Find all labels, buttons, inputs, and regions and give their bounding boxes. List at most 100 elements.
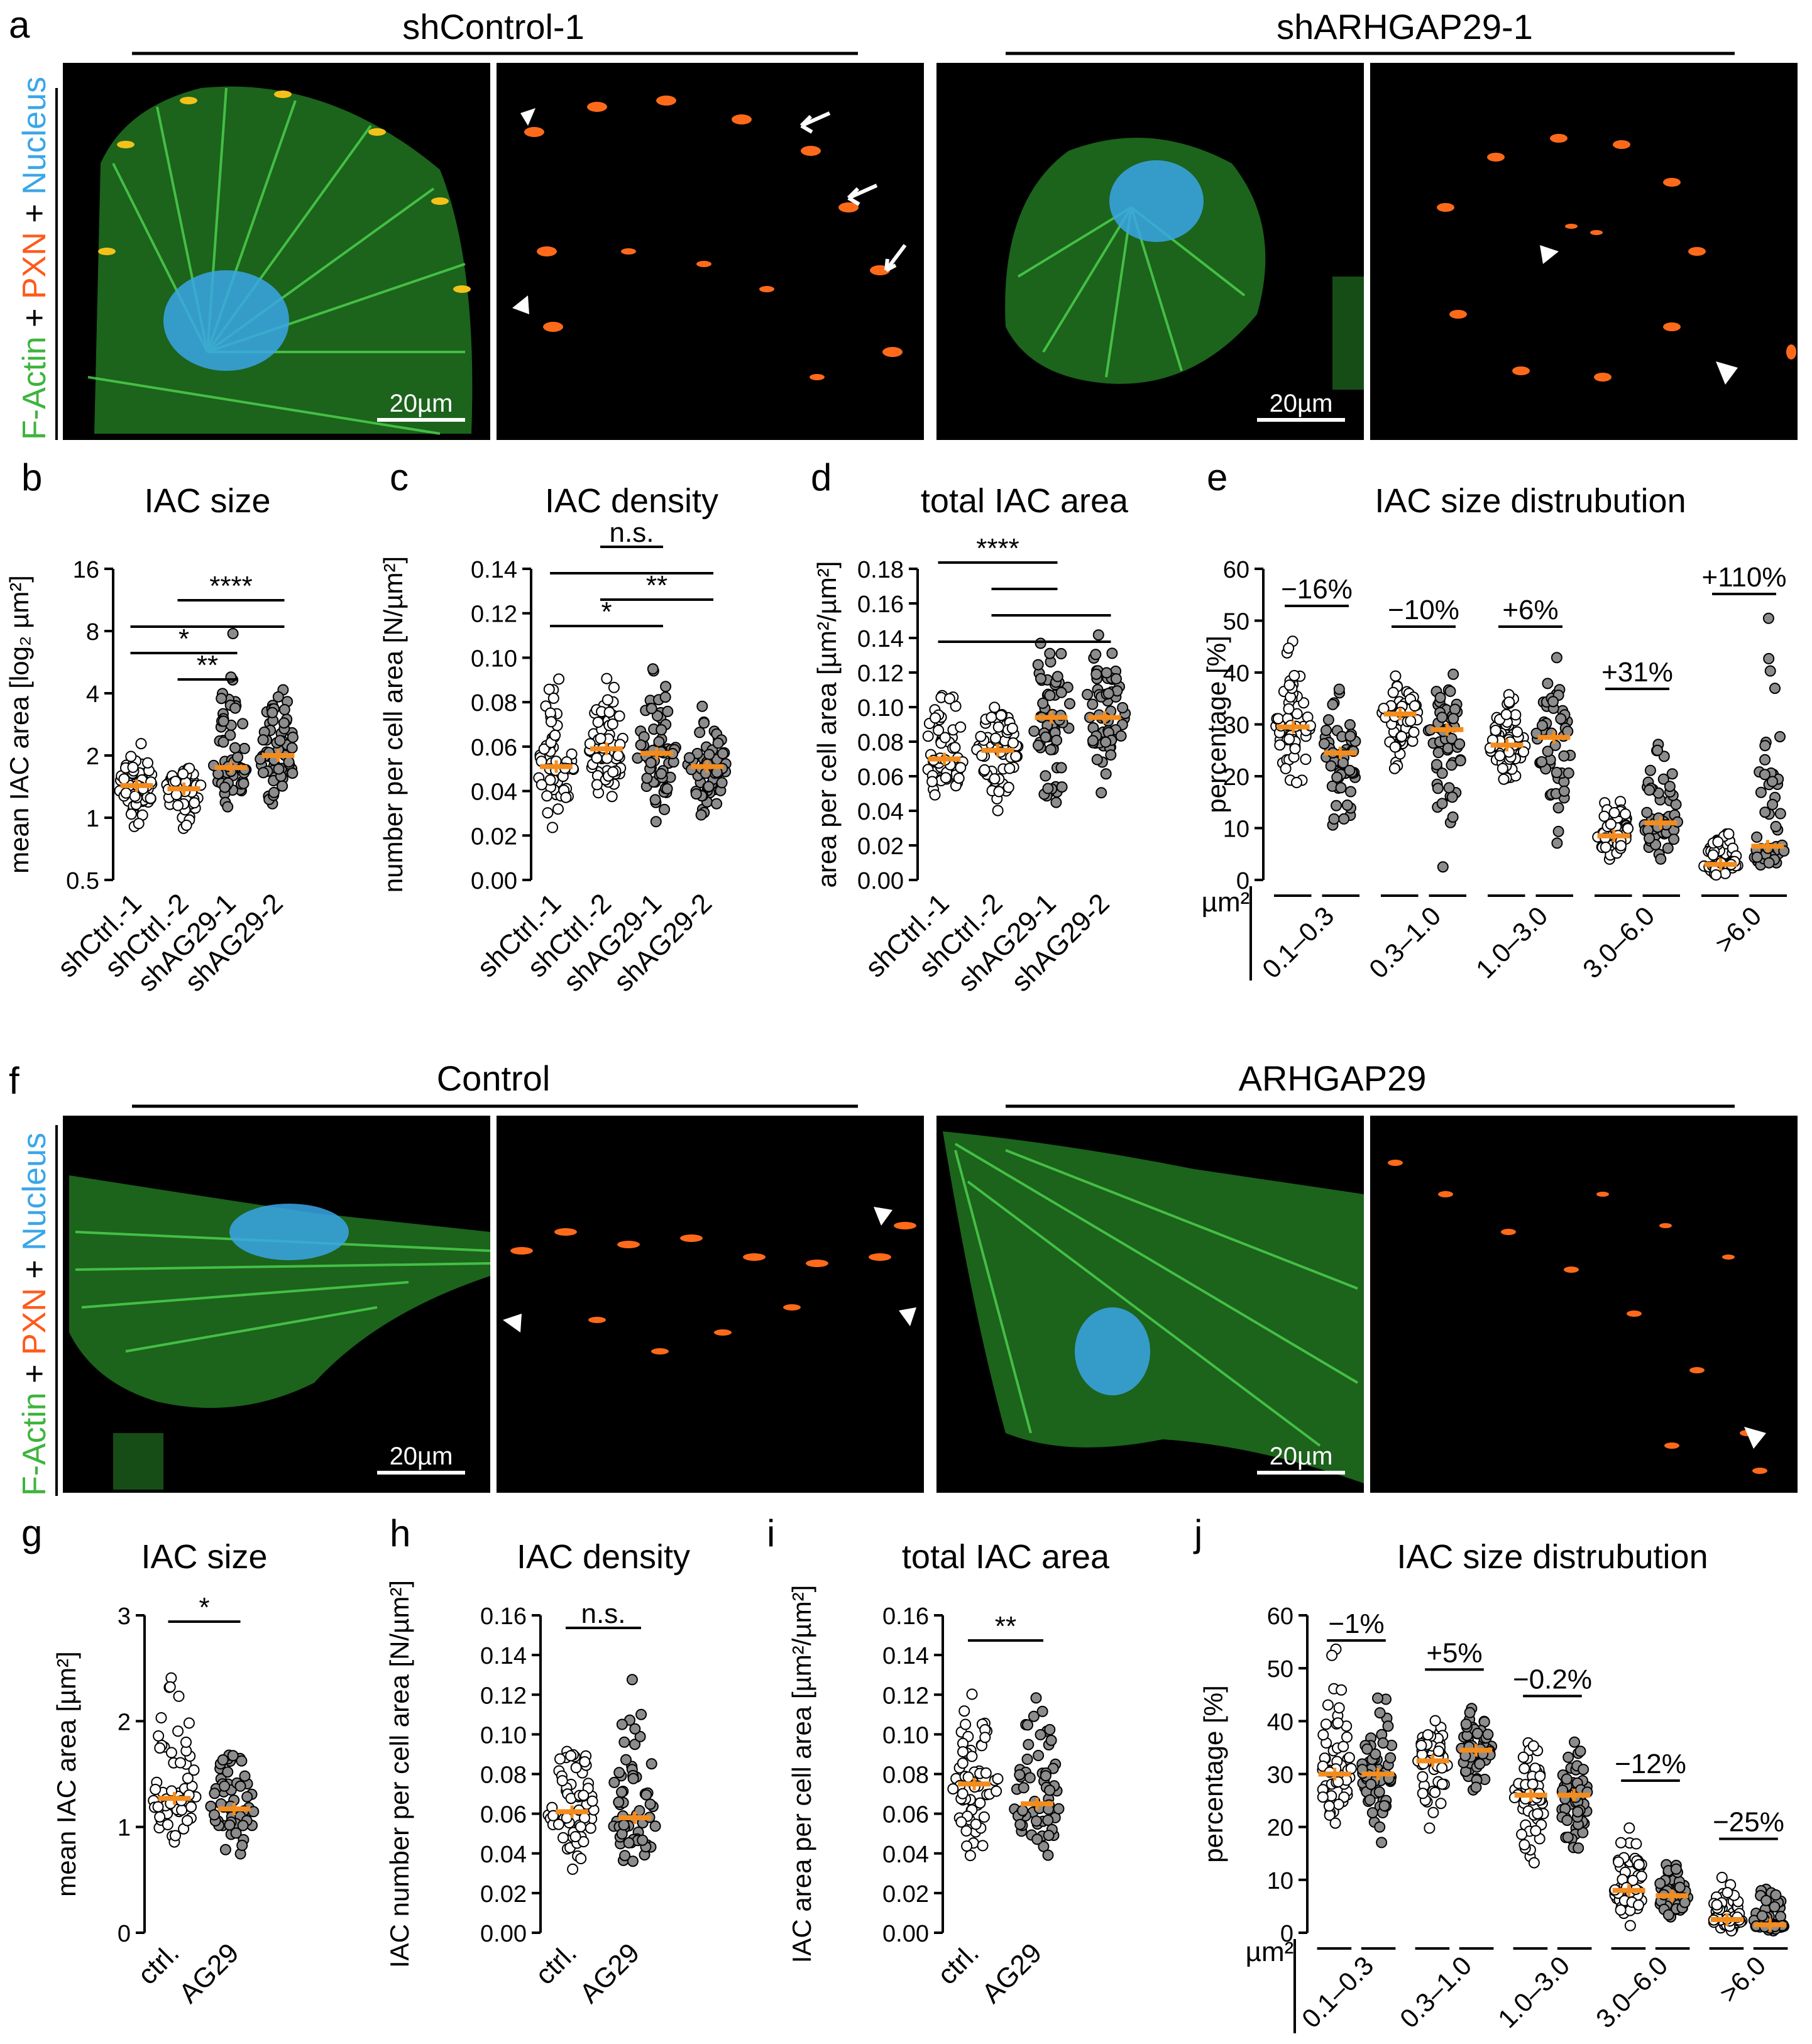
panel-letter-h: h: [390, 1512, 410, 1554]
data-point: [1272, 713, 1284, 725]
data-point: [1623, 1822, 1635, 1834]
data-point: [603, 706, 615, 718]
data-point: [1095, 787, 1107, 799]
data-point: [553, 673, 565, 685]
chart-title: IAC size: [141, 1538, 267, 1576]
data-point: [1600, 842, 1612, 853]
filled-dot-series: [1456, 1703, 1498, 1796]
data-point: [601, 673, 613, 684]
data-point: [1751, 831, 1763, 843]
chart-title: IAC size distrubution: [1397, 1538, 1708, 1576]
y-tick-label: 8: [86, 619, 99, 646]
x-unit-label: µm²: [1246, 1937, 1294, 1967]
panel-letter-b: b: [21, 456, 42, 498]
data-point: [1388, 762, 1400, 774]
y-tick-label: 0.14: [857, 626, 904, 652]
nucleus-icon: [163, 270, 289, 371]
data-point: [272, 691, 284, 703]
data-point: [629, 1723, 641, 1735]
data-point: [1500, 708, 1512, 720]
data-point: [283, 756, 295, 768]
data-point: [645, 1758, 657, 1770]
x-unit-label: µm²: [1202, 887, 1250, 918]
y-tick-label: 30: [1223, 713, 1249, 739]
data-point: [552, 1818, 564, 1830]
filled-dot-series: [632, 663, 681, 828]
data-point: [1432, 1745, 1444, 1757]
micrograph-shcontrol-pxn: [497, 63, 924, 440]
data-point: [1332, 1717, 1344, 1729]
data-point: [953, 772, 965, 784]
data-point: [1040, 770, 1052, 782]
panel-letter-d: d: [811, 456, 832, 498]
data-point: [957, 1757, 969, 1769]
y-tick-label: 0.16: [857, 591, 904, 618]
data-point: [659, 691, 671, 703]
data-point: [1536, 720, 1548, 732]
data-point: [1364, 1794, 1376, 1806]
data-point: [549, 729, 561, 741]
data-point: [1045, 744, 1057, 756]
data-point: [133, 818, 145, 830]
data-point: [601, 694, 613, 706]
data-point: [1283, 679, 1295, 691]
data-point: [955, 721, 967, 733]
data-point: [1613, 1856, 1625, 1868]
data-point: [1082, 689, 1094, 700]
data-point: [703, 749, 715, 761]
open-dot-series: [1508, 1737, 1549, 1869]
filled-dot-series: [1422, 668, 1466, 873]
data-point: [538, 743, 550, 755]
data-point: [608, 1776, 620, 1788]
data-point: [172, 1725, 184, 1737]
data-point: [127, 761, 139, 773]
data-point: [162, 1819, 173, 1830]
data-point: [543, 683, 555, 695]
y-tick-label: 40: [1223, 661, 1249, 687]
data-point: [1052, 671, 1063, 683]
data-point: [1376, 1837, 1388, 1849]
data-point: [1390, 670, 1402, 682]
significance-label: n.s.: [581, 1598, 626, 1629]
data-point: [1762, 612, 1774, 624]
data-point: [236, 1840, 248, 1851]
data-point: [1517, 1751, 1529, 1763]
filled-dot-series: [608, 1674, 661, 1867]
data-point: [1435, 1798, 1447, 1810]
y-tick-label: 0: [118, 1921, 131, 1947]
data-point: [1430, 759, 1442, 771]
data-point: [992, 805, 1004, 816]
nucleus-icon: [1109, 160, 1204, 242]
y-tick-label: 0.04: [857, 799, 904, 825]
data-point: [1532, 1808, 1544, 1820]
data-point: [1572, 1806, 1584, 1818]
data-point: [557, 1832, 569, 1843]
data-point: [1006, 722, 1018, 734]
data-point: [1396, 730, 1408, 742]
data-point: [683, 752, 695, 764]
change-label: −12%: [1615, 1749, 1686, 1779]
data-point: [1437, 861, 1449, 873]
data-point: [1417, 1771, 1429, 1783]
data-point: [1644, 832, 1656, 844]
data-point: [248, 1806, 260, 1818]
data-point: [268, 786, 280, 798]
y-tick-label: 0.12: [471, 602, 517, 628]
data-point: [1552, 825, 1564, 837]
filled-dot-series: [1639, 739, 1683, 865]
arrow-icon: [847, 184, 878, 206]
data-point: [627, 1772, 639, 1784]
data-point: [993, 786, 1005, 798]
data-point: [623, 1837, 635, 1849]
data-point: [1662, 842, 1674, 854]
data-point: [1518, 746, 1529, 758]
data-point: [1767, 776, 1778, 788]
data-point: [1387, 686, 1399, 698]
data-point: [613, 1796, 625, 1808]
data-point: [703, 781, 715, 793]
data-point: [647, 663, 659, 675]
data-point: [578, 1789, 590, 1801]
group-label-shcontrol: shControl-1: [402, 7, 584, 47]
data-point: [1561, 1815, 1573, 1827]
